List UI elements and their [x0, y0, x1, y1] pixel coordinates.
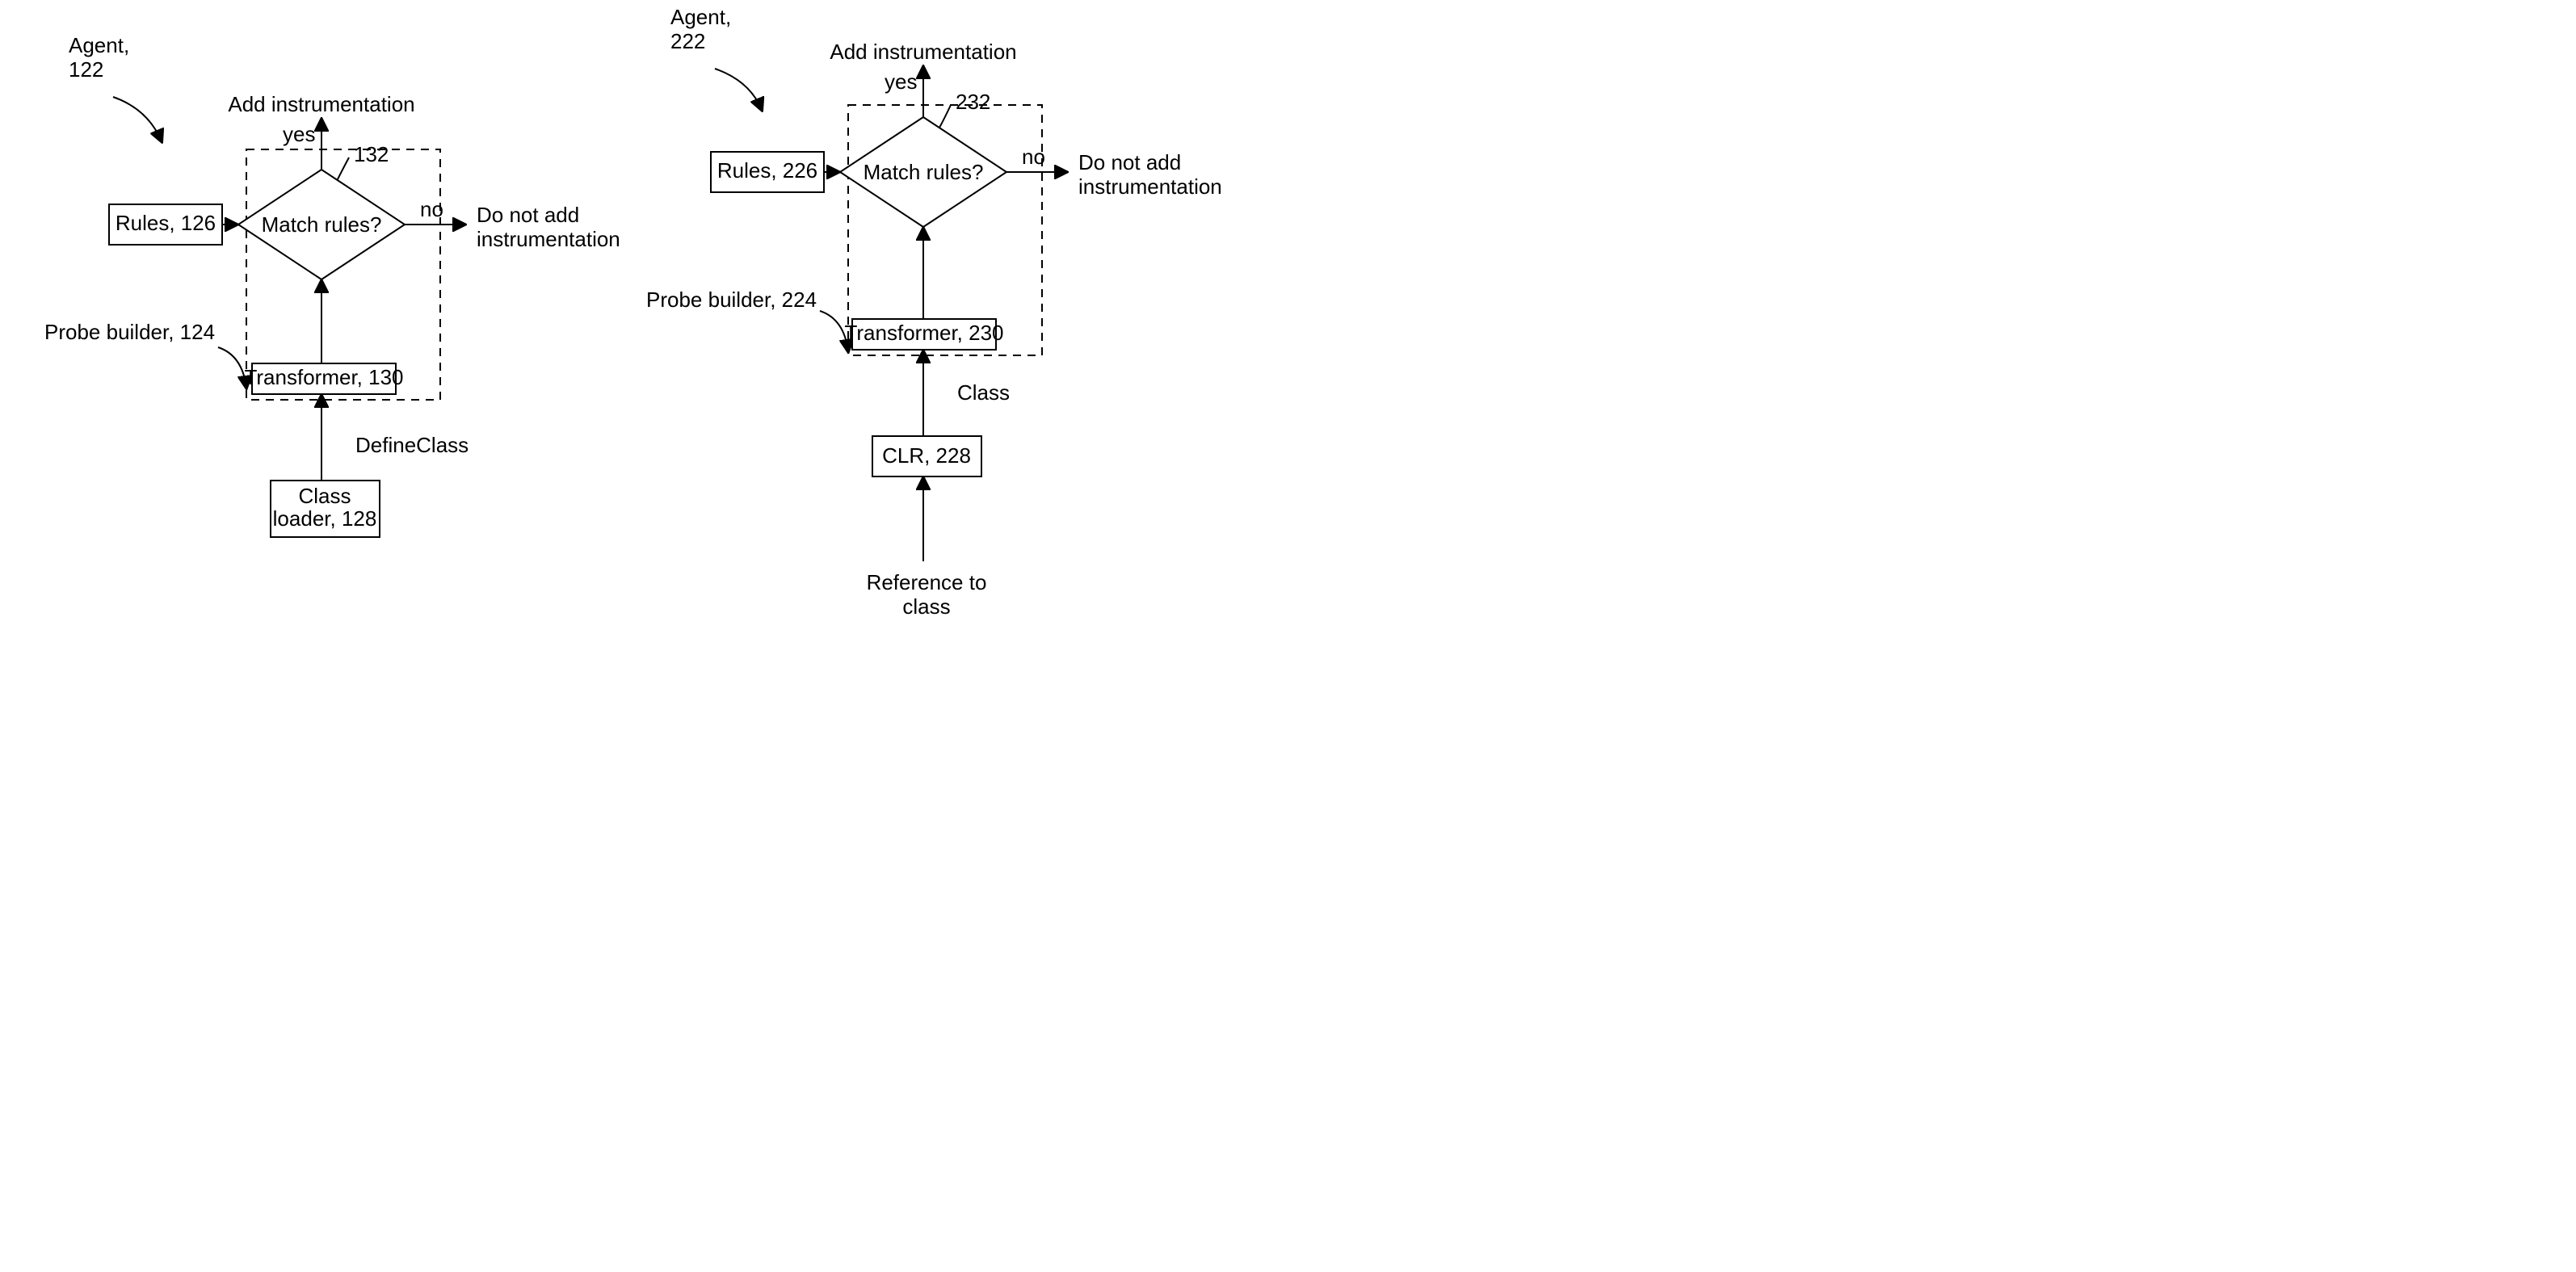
- decision-right: Match rules?: [840, 117, 1006, 227]
- add-instr-label-left: Add instrumentation: [228, 92, 414, 116]
- yes-label-right: yes: [885, 69, 917, 94]
- ref-to-class-1: Reference to: [867, 570, 987, 594]
- right-diagram: Agent, 222 Probe builder, 224 Rules, 226…: [646, 5, 1222, 619]
- decision-ref-right: 232: [956, 90, 990, 114]
- svg-text:CLR, 228: CLR, 228: [882, 443, 971, 468]
- decision-left: Match rules?: [238, 170, 405, 279]
- decision-ref-hook-right: [939, 105, 951, 128]
- agent-arrow-right: [715, 69, 762, 110]
- left-diagram: Agent, 122 Probe builder, 124 Rules, 126…: [44, 33, 620, 537]
- transformer-box-right: Transformer, 230: [844, 319, 1003, 350]
- svg-text:Class: Class: [298, 484, 351, 508]
- decision-ref-left: 132: [354, 142, 389, 166]
- probe-builder-label-right: Probe builder, 224: [646, 288, 817, 312]
- no-instr-label-right-2: instrumentation: [1078, 174, 1222, 199]
- agent-label-left: Agent, 122: [69, 33, 129, 82]
- probe-builder-arrow-left: [218, 347, 246, 388]
- agent-arrow-left: [113, 97, 162, 141]
- rules-box-left: Rules, 126: [109, 204, 222, 245]
- add-instr-label-right: Add instrumentation: [830, 40, 1016, 64]
- svg-text:loader, 128: loader, 128: [273, 506, 377, 531]
- svg-text:Match rules?: Match rules?: [864, 160, 984, 184]
- classloader-box-left: Class loader, 128: [271, 481, 380, 537]
- decision-ref-hook-left: [338, 157, 349, 179]
- agent-label-right: Agent, 222: [670, 5, 731, 53]
- class-label-right: Class: [957, 380, 1010, 405]
- no-instr-label-right-1: Do not add: [1078, 150, 1181, 174]
- transformer-box-left: Transformer, 130: [244, 363, 403, 394]
- rules-box-right: Rules, 226: [711, 152, 824, 192]
- svg-text:Agent,: Agent,: [69, 33, 129, 57]
- clr-box-right: CLR, 228: [872, 436, 981, 476]
- defineclass-label-left: DefineClass: [355, 433, 469, 457]
- yes-label-left: yes: [283, 122, 315, 146]
- svg-text:Match rules?: Match rules?: [262, 212, 382, 237]
- probe-builder-label-left: Probe builder, 124: [44, 320, 215, 344]
- no-instr-label-left-2: instrumentation: [477, 227, 620, 251]
- svg-text:Rules, 126: Rules, 126: [116, 211, 216, 235]
- svg-text:Agent,: Agent,: [670, 5, 731, 29]
- ref-to-class-2: class: [902, 594, 950, 619]
- no-label-right: no: [1022, 145, 1045, 169]
- svg-text:222: 222: [670, 29, 705, 53]
- no-instr-label-left-1: Do not add: [477, 203, 579, 227]
- svg-text:Transformer, 230: Transformer, 230: [844, 321, 1003, 345]
- svg-text:Transformer, 130: Transformer, 130: [244, 365, 403, 389]
- svg-text:122: 122: [69, 57, 103, 82]
- svg-text:Rules, 226: Rules, 226: [717, 158, 817, 183]
- no-label-left: no: [420, 197, 443, 221]
